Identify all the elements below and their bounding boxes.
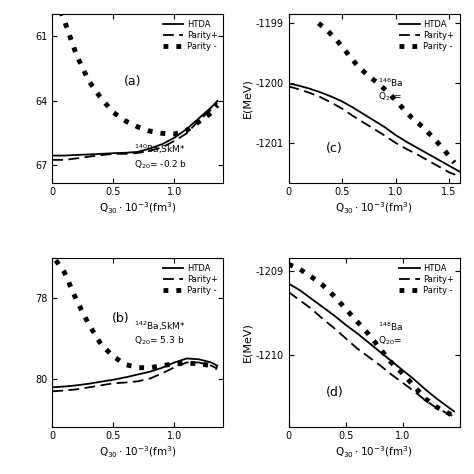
Legend: HTDA, Parity+, Parity -: HTDA, Parity+, Parity - bbox=[161, 263, 219, 297]
Text: (c): (c) bbox=[326, 142, 343, 155]
X-axis label: Q$_{30}\cdot$10$^{-3}$(fm$^3$): Q$_{30}\cdot$10$^{-3}$(fm$^3$) bbox=[336, 200, 413, 216]
Text: (b): (b) bbox=[112, 312, 130, 325]
Legend: HTDA, Parity+, Parity -: HTDA, Parity+, Parity - bbox=[161, 18, 219, 53]
X-axis label: Q$_{30}\cdot$10$^{-3}$(fm$^3$): Q$_{30}\cdot$10$^{-3}$(fm$^3$) bbox=[99, 200, 176, 216]
Text: (a): (a) bbox=[124, 75, 142, 88]
Y-axis label: E(MeV): E(MeV) bbox=[243, 322, 253, 363]
Y-axis label: E(MeV): E(MeV) bbox=[243, 78, 253, 118]
X-axis label: Q$_{30}\cdot$10$^{-3}$(fm$^3$): Q$_{30}\cdot$10$^{-3}$(fm$^3$) bbox=[336, 444, 413, 460]
Text: (d): (d) bbox=[326, 386, 344, 399]
Legend: HTDA, Parity+, Parity -: HTDA, Parity+, Parity - bbox=[397, 18, 456, 53]
Text: $^{142}$Ba,SkM*
Q$_{20}$= 5.3 b: $^{142}$Ba,SkM* Q$_{20}$= 5.3 b bbox=[134, 320, 186, 347]
Text: $^{148}$Ba
Q$_{20}$=: $^{148}$Ba Q$_{20}$= bbox=[378, 321, 403, 347]
Text: $^{146}$Ba
Q$_{20}$=: $^{146}$Ba Q$_{20}$= bbox=[378, 77, 403, 103]
X-axis label: Q$_{30}\cdot$10$^{-3}$(fm$^3$): Q$_{30}\cdot$10$^{-3}$(fm$^3$) bbox=[99, 444, 176, 460]
Legend: HTDA, Parity+, Parity -: HTDA, Parity+, Parity - bbox=[397, 263, 456, 297]
Text: $^{140}$Ba,SkM*
Q$_{20}$= -0.2 b: $^{140}$Ba,SkM* Q$_{20}$= -0.2 b bbox=[134, 143, 187, 171]
